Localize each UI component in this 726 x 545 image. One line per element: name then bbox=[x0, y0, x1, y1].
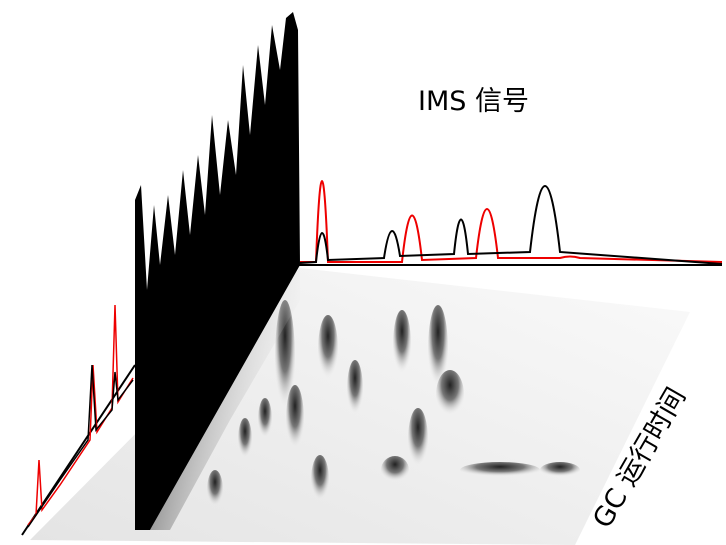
ims-signal-label: IMS 信号 bbox=[418, 86, 529, 117]
gc-ims-figure: IMS 信号 GC 运行时间 bbox=[0, 0, 726, 545]
right-black-trace bbox=[300, 186, 722, 264]
right-red-trace bbox=[300, 181, 722, 262]
